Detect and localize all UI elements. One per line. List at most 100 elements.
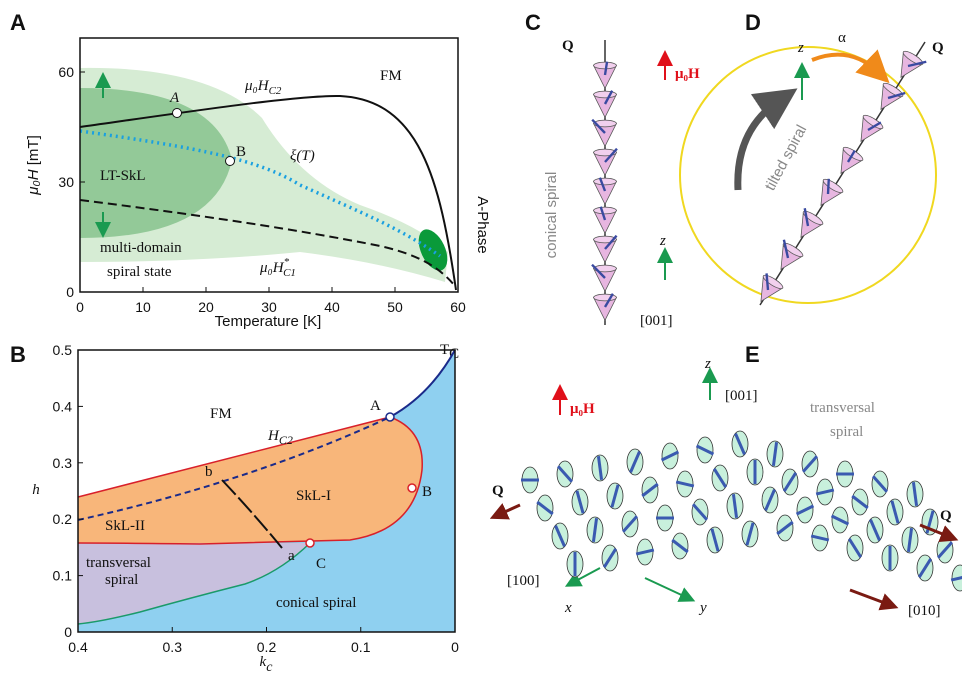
- x-tick-label: 0.3: [163, 639, 183, 655]
- cone: [840, 146, 864, 174]
- cone-top: [593, 264, 617, 273]
- arrow: [734, 88, 798, 191]
- point: [172, 108, 182, 118]
- panel-label: B: [10, 342, 26, 367]
- spin: [675, 480, 695, 488]
- region: [78, 417, 423, 544]
- cone: [820, 178, 844, 206]
- y-axis-label: h: [32, 482, 40, 498]
- annotation: α: [838, 30, 846, 46]
- annotation: A: [169, 90, 180, 106]
- boundary: [389, 349, 456, 418]
- annotation: SkL-I: [296, 488, 331, 504]
- spin: [734, 433, 746, 455]
- cone: [591, 263, 618, 293]
- spin: [764, 489, 776, 511]
- cone-top: [782, 242, 804, 257]
- cone-top: [882, 82, 904, 97]
- spin: [599, 206, 607, 221]
- point: [305, 538, 315, 548]
- annotation: μ₀HC2: [244, 78, 282, 97]
- annotation: Q: [562, 38, 574, 54]
- q-arrow: [489, 503, 521, 520]
- cone: [592, 234, 618, 264]
- annotation: FM: [380, 68, 402, 84]
- panel-label: A: [10, 10, 26, 35]
- cone: [800, 208, 824, 238]
- region: [80, 88, 232, 238]
- spin: [795, 504, 815, 516]
- arrow: [811, 49, 890, 84]
- spin: [782, 239, 790, 259]
- cone: [780, 239, 804, 270]
- annotation: spiral: [105, 572, 138, 588]
- spin: [610, 484, 620, 508]
- annotation: z: [659, 233, 666, 249]
- spin: [776, 520, 794, 536]
- annotation: B: [422, 484, 432, 500]
- q-arrow: [849, 588, 899, 611]
- cone: [592, 61, 618, 90]
- x-axis-label: kc: [260, 654, 274, 675]
- x-tick-label: 0.4: [68, 639, 88, 655]
- cone: [860, 114, 884, 142]
- arrow: [564, 567, 601, 587]
- annotation: FM: [210, 406, 232, 422]
- spin: [936, 541, 954, 559]
- annotation: Q: [492, 483, 504, 499]
- x-tick-label: 0.2: [257, 639, 277, 655]
- q-arrow: [919, 523, 959, 543]
- spin: [591, 118, 606, 134]
- annotation: C: [316, 556, 326, 572]
- annotation: Q: [940, 508, 952, 524]
- annotation: transversal: [810, 400, 875, 416]
- y-tick-label: 0.3: [53, 455, 73, 471]
- annotation: SkL-II: [105, 518, 145, 534]
- cone: [592, 90, 618, 119]
- spin: [596, 455, 604, 481]
- boundary: [221, 479, 283, 549]
- spin: [815, 488, 835, 496]
- spin: [851, 494, 869, 510]
- cone-top: [593, 90, 617, 99]
- y-tick-label: 0: [66, 284, 74, 300]
- boundary: [77, 542, 311, 625]
- annotation: HC2: [267, 428, 293, 447]
- annotation: Q: [932, 40, 944, 56]
- x-tick-label: 40: [324, 299, 340, 315]
- y-tick-label: 30: [58, 174, 74, 190]
- point: [407, 483, 417, 493]
- cone-top: [902, 50, 924, 65]
- spin: [810, 534, 830, 542]
- annotation: z: [797, 40, 804, 56]
- annotation: [010]: [908, 603, 941, 619]
- cone-top: [802, 210, 824, 225]
- spin: [745, 522, 755, 546]
- spin: [950, 575, 962, 582]
- cone: [592, 293, 618, 322]
- cone: [760, 273, 784, 302]
- spin: [906, 527, 914, 553]
- panel-label: D: [745, 10, 761, 35]
- spin: [691, 503, 709, 521]
- spin: [890, 500, 900, 524]
- y-tick-label: 0.4: [53, 398, 73, 414]
- spin: [629, 451, 641, 473]
- circle: [679, 46, 937, 304]
- spin: [782, 472, 798, 492]
- annotation: [100]: [507, 573, 540, 589]
- annotation: z: [704, 356, 711, 372]
- annotation: transversal: [86, 555, 151, 571]
- y-tick-label: 0.2: [53, 511, 73, 527]
- annotation: ξ(T): [290, 148, 315, 164]
- spin: [731, 493, 739, 519]
- panel-a: A FM A B μ₀HC2 ξ(T) LT-SkL multi-domain …: [10, 10, 491, 362]
- x-tick-label: 0: [451, 639, 459, 655]
- y-tick-label: 0.5: [53, 342, 73, 358]
- annotation: [001]: [725, 388, 758, 404]
- annotation: x: [564, 600, 572, 616]
- cone: [592, 206, 618, 235]
- hc2-line: [77, 416, 391, 521]
- x-tick-label: 10: [135, 299, 151, 315]
